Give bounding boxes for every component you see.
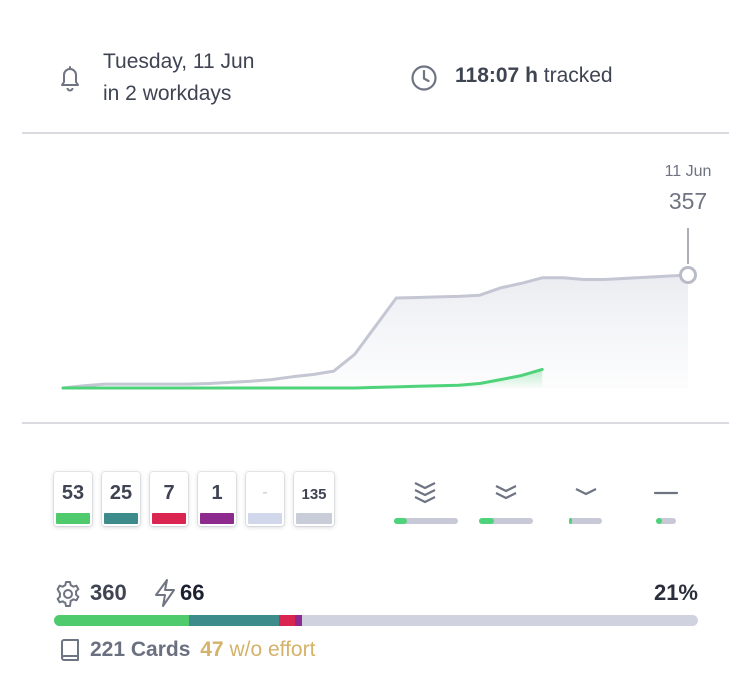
total-line xyxy=(61,273,690,390)
done-area xyxy=(63,369,543,388)
priority-highest[interactable] xyxy=(392,480,462,526)
priority-track xyxy=(569,518,602,524)
book-icon xyxy=(61,639,79,661)
priority-fill xyxy=(569,518,573,524)
color-bar xyxy=(296,513,332,524)
count-box-review[interactable]: 1 xyxy=(198,472,236,526)
count-box-in-progress[interactable]: 25 xyxy=(102,472,140,526)
tracked-value: 118:07 h xyxy=(455,64,538,87)
color-bar xyxy=(104,513,138,524)
divider-middle xyxy=(22,422,729,424)
energy-value: 66 xyxy=(180,580,205,605)
double-chevron-icon xyxy=(495,485,517,500)
priority-high[interactable] xyxy=(478,480,548,526)
color-bar xyxy=(248,513,282,524)
end-point-marker xyxy=(679,266,697,284)
bell-icon xyxy=(61,66,79,92)
priority-fill xyxy=(656,518,662,524)
divider-top xyxy=(22,132,729,134)
tracked-label: tracked xyxy=(543,64,613,87)
cards-summary: 221 Cards 47 w/o effort xyxy=(90,638,315,662)
completion-percent: 21% xyxy=(653,580,698,605)
color-bar xyxy=(152,513,186,524)
priority-medium[interactable] xyxy=(568,480,638,526)
priority-low[interactable] xyxy=(652,480,722,526)
without-effort-count: 47 xyxy=(200,638,224,661)
lightning-icon xyxy=(155,579,175,607)
triple-chevron-icon xyxy=(414,482,436,504)
tracked-time: 118:07 h tracked xyxy=(455,64,613,88)
count-box-blocked[interactable]: 7 xyxy=(150,472,188,526)
count-open: 135 xyxy=(301,486,327,503)
progress-segment-done xyxy=(54,615,190,626)
chart-end-value: 357 xyxy=(668,188,708,214)
completion-progress-bar xyxy=(54,615,698,626)
priority-track xyxy=(479,518,533,524)
single-chevron-icon xyxy=(575,488,597,496)
clock-icon xyxy=(411,65,437,91)
count-blocked: 7 xyxy=(163,482,175,504)
progress-segment-review xyxy=(295,615,302,626)
priority-fill xyxy=(394,518,407,524)
count-box-open[interactable]: 135 xyxy=(294,472,334,526)
burnup-chart xyxy=(61,228,697,390)
without-effort-label: w/o effort xyxy=(229,638,316,661)
gear-icon xyxy=(56,581,80,607)
done-line xyxy=(61,367,544,390)
count-box-empty[interactable]: - xyxy=(246,472,284,526)
progress-segment-in-progress xyxy=(189,615,280,626)
priority-fill xyxy=(479,518,495,524)
count-in-progress: 25 xyxy=(109,482,133,504)
count-box-done[interactable]: 53 xyxy=(54,472,92,526)
effort-value: 360 xyxy=(90,580,127,605)
dash-icon xyxy=(653,491,679,495)
chart-end-date: 11 Jun xyxy=(664,163,712,180)
cards-count: 221 Cards xyxy=(90,638,191,661)
count-review: 1 xyxy=(211,482,223,504)
deadline-relative: in 2 workdays xyxy=(103,82,232,105)
priority-track xyxy=(656,518,676,524)
color-bar xyxy=(200,513,234,524)
color-bar xyxy=(56,513,90,524)
total-area xyxy=(63,275,688,388)
count-empty: - xyxy=(262,484,268,501)
progress-segment-blocked xyxy=(279,615,296,626)
status-counts: 53 25 7 1 - 135 xyxy=(54,472,334,526)
count-done: 53 xyxy=(61,482,85,504)
deadline-date: Tuesday, 11 Jun xyxy=(103,50,255,73)
priority-track xyxy=(394,518,458,524)
